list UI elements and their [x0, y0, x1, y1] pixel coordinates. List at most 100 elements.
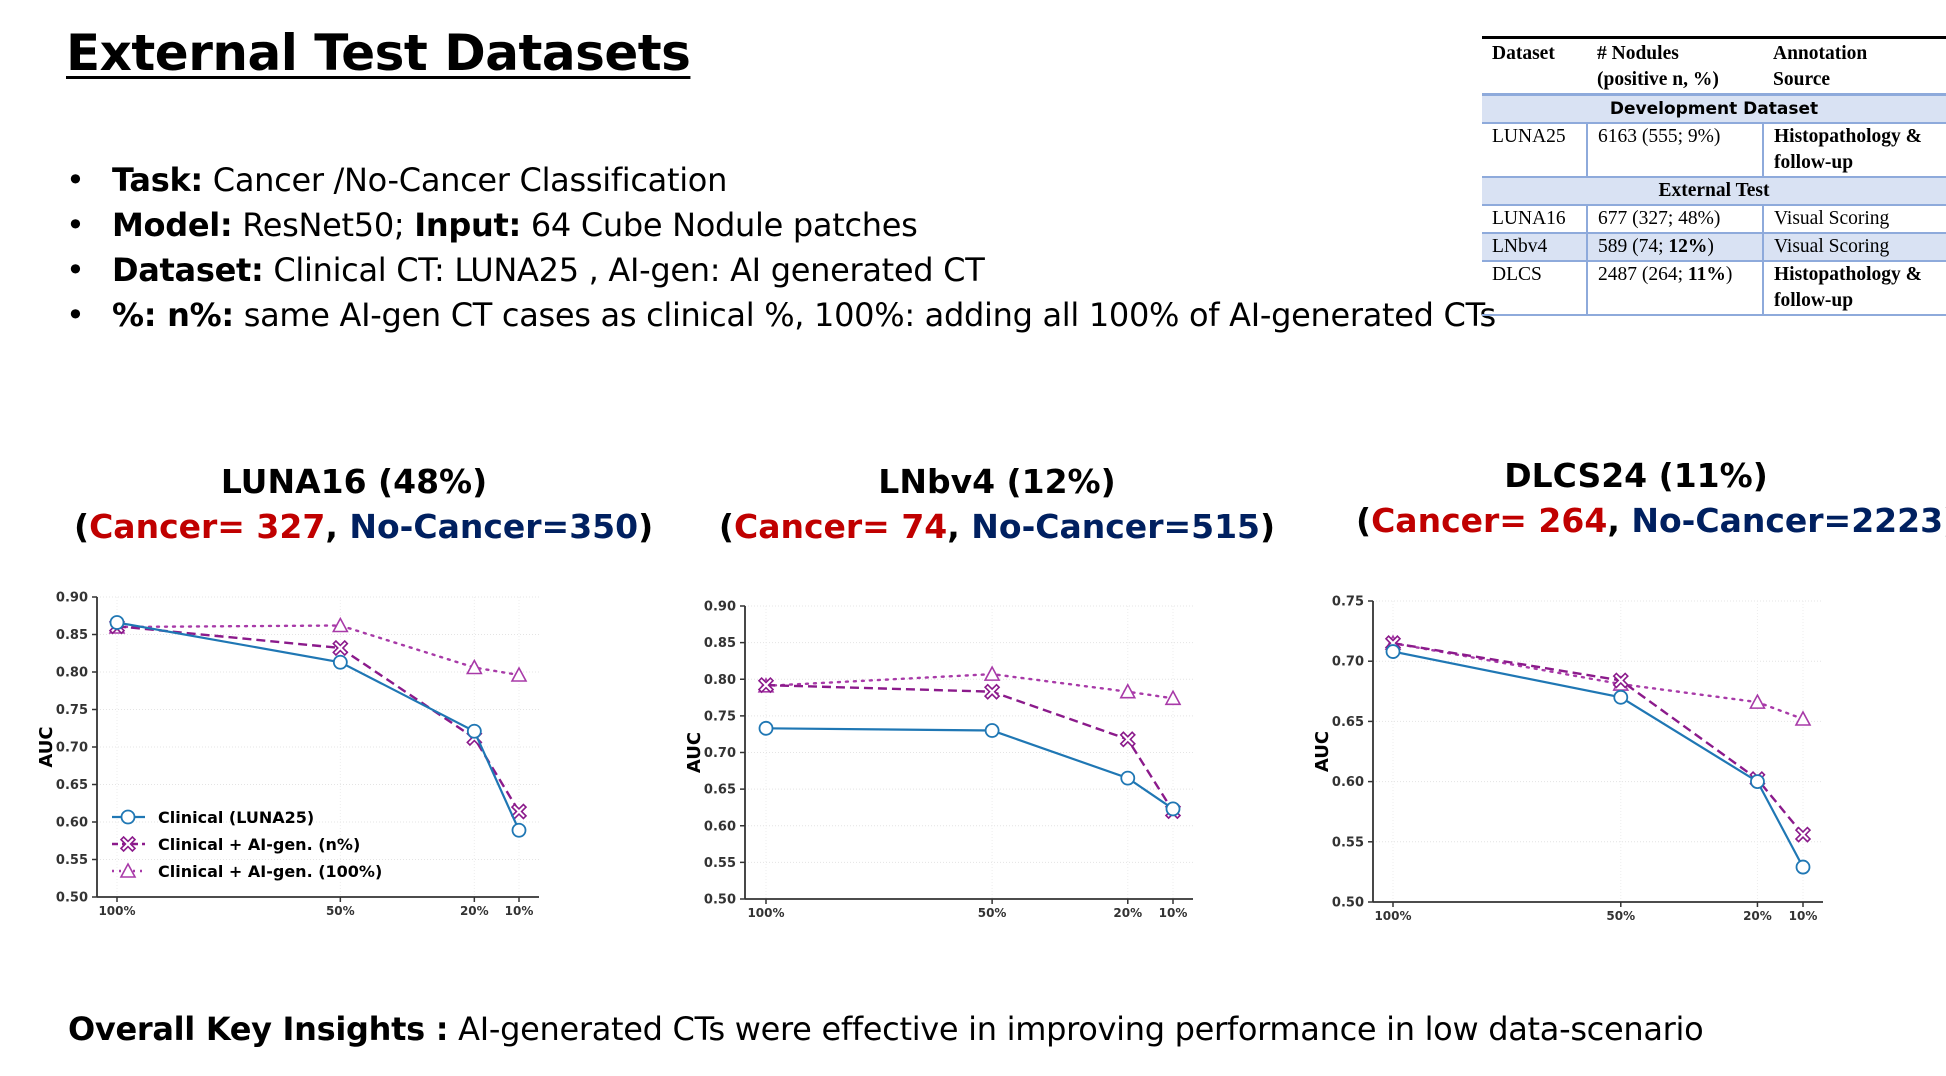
marker-triangle — [1119, 683, 1137, 699]
y-axis-label: AUC — [36, 726, 57, 767]
marker-circle — [466, 723, 482, 739]
key-insight: Overall Key Insights : AI-generated CTs … — [68, 1010, 1704, 1048]
marker-x — [1612, 672, 1629, 689]
marker-circle — [758, 720, 774, 736]
x-tick-label: 20% — [460, 904, 489, 918]
y-tick-label: 0.60 — [1332, 775, 1364, 790]
y-tick-label: 0.70 — [704, 746, 736, 761]
x-tick-label: 10% — [1159, 906, 1188, 920]
marker-circle — [1385, 644, 1401, 659]
y-tick-label: 0.60 — [704, 819, 736, 834]
bullet-text: Clinical CT: LUNA25 , AI-gen: AI generat… — [263, 251, 985, 289]
y-tick-label: 0.80 — [704, 673, 736, 688]
bullet-task: • Task: Cancer /No-Cancer Classification — [66, 158, 1496, 203]
bullet-icon: • — [66, 296, 85, 334]
bullet-label: Task: — [112, 161, 203, 199]
y-tick-label: 0.90 — [56, 591, 88, 606]
y-tick-label: 0.65 — [1332, 715, 1364, 730]
marker-triangle — [1164, 689, 1182, 706]
section-row: External Test — [1482, 177, 1946, 206]
marker-circle — [332, 654, 348, 670]
bullet-label: Model: — [112, 206, 233, 244]
x-tick-label: 100% — [1374, 909, 1411, 923]
x-tick-label: 50% — [326, 904, 355, 918]
marker-triangle — [465, 658, 483, 675]
bullet-icon: • — [66, 251, 85, 289]
x-tick-label: 100% — [98, 904, 135, 918]
bullet-icon: • — [66, 161, 85, 199]
y-axis-label: AUC — [1312, 731, 1333, 772]
header-nodules: # Nodules (positive n, %) — [1587, 36, 1763, 96]
marker-x — [119, 835, 137, 853]
series-line-1 — [116, 625, 521, 813]
legend-label: Clinical + AI-gen. (n%) — [158, 835, 360, 854]
series-line-0 — [1392, 650, 1804, 868]
bullet-percent: • %: n%: same AI-gen CT cases as clinical… — [66, 293, 1496, 338]
section-row: Development Dataset — [1482, 94, 1946, 124]
marker-triangle — [331, 616, 349, 633]
marker-circle — [511, 822, 527, 838]
marker-circle — [109, 615, 125, 630]
table-header: Dataset # Nodules (positive n, %) Annotat… — [1482, 36, 1946, 96]
x-tick-label: 100% — [747, 906, 784, 920]
bullet-text: 64 Cube Nodule patches — [520, 206, 918, 244]
marker-circle — [1795, 859, 1811, 875]
bullet-dataset: • Dataset: Clinical CT: LUNA25 , AI-gen: … — [66, 248, 1496, 293]
marker-triangle — [1794, 710, 1812, 726]
marker-triangle — [510, 666, 528, 682]
bullet-text: same AI-gen CT cases as clinical %, 100%… — [233, 296, 1497, 334]
header-source: Annotation Source — [1763, 36, 1946, 96]
y-tick-label: 0.75 — [56, 703, 88, 718]
y-tick-label: 0.65 — [704, 783, 736, 798]
y-tick-label: 0.50 — [704, 893, 736, 908]
x-tick-label: 10% — [1789, 909, 1818, 923]
bullet-text: ResNet50; — [232, 206, 415, 244]
marker-circle — [1613, 689, 1629, 705]
y-tick-label: 0.50 — [1332, 896, 1364, 911]
marker-x — [1794, 826, 1812, 843]
chart-2: 0.50 0.55 0.60 0.65 0.70 0.75 100% 50% 20% 10% AUC — [1312, 595, 1823, 923]
y-tick-label: 0.70 — [56, 741, 88, 756]
x-tick-label: 20% — [1743, 909, 1772, 923]
bullet-label: Dataset: — [112, 251, 264, 289]
series-line-2 — [764, 672, 1175, 700]
marker-circle — [984, 723, 1000, 738]
series-line-2 — [115, 624, 521, 677]
dataset-table: Dataset # Nodules (positive n, %) Annotat… — [1482, 36, 1946, 316]
table-row: DLCS 2487 (264; 11%) Histopathology & fo… — [1482, 261, 1946, 316]
table-row: LNbv4 589 (74; 12%) Visual Scoring — [1482, 233, 1946, 262]
bullet-label: Input: — [414, 206, 521, 244]
y-tick-label: 0.60 — [56, 816, 88, 831]
bullet-list: • Task: Cancer /No-Cancer Classification … — [66, 158, 1496, 338]
x-tick-label: 10% — [505, 904, 534, 918]
marker-triangle — [1749, 693, 1766, 709]
bullet-label: %: n%: — [112, 296, 234, 334]
x-tick-label: 20% — [1113, 906, 1142, 920]
y-tick-label: 0.85 — [56, 628, 88, 643]
y-tick-label: 0.55 — [1332, 835, 1364, 850]
y-tick-label: 0.65 — [56, 778, 88, 793]
marker-x — [757, 676, 775, 694]
header-dataset: Dataset — [1482, 36, 1587, 96]
series-line-0 — [765, 727, 1174, 810]
chart-title-dlcs24: DLCS24 (11%) (Cancer= 264, No-Cancer=222… — [1356, 456, 1946, 540]
marker-circle — [1165, 801, 1181, 817]
y-tick-label: 0.70 — [1332, 655, 1364, 670]
y-axis-label: AUC — [684, 732, 705, 773]
marker-circle — [120, 809, 136, 825]
marker-triangle — [983, 665, 1001, 681]
marker-triangle — [119, 862, 137, 878]
marker-x — [983, 683, 1001, 700]
y-tick-label: 0.55 — [56, 853, 88, 868]
y-tick-label: 0.85 — [704, 636, 736, 651]
legend-label: Clinical (LUNA25) — [158, 808, 314, 827]
chart-1: 0.50 0.55 0.60 0.65 0.70 0.75 0.80 0.85 0.90 100%… — [684, 600, 1193, 920]
chart-0: 0.50 0.55 0.60 0.65 0.70 0.75 0.80 0.85 0.90 100%… — [36, 591, 539, 918]
y-tick-label: 0.50 — [56, 891, 88, 906]
x-tick-label: 50% — [978, 906, 1007, 920]
y-tick-label: 0.75 — [1332, 595, 1364, 610]
legend-label: Clinical + AI-gen. (100%) — [158, 862, 382, 881]
y-tick-label: 0.80 — [56, 666, 88, 681]
bullet-model: • Model: ResNet50; Input: 64 Cube Nodule … — [66, 203, 1496, 248]
